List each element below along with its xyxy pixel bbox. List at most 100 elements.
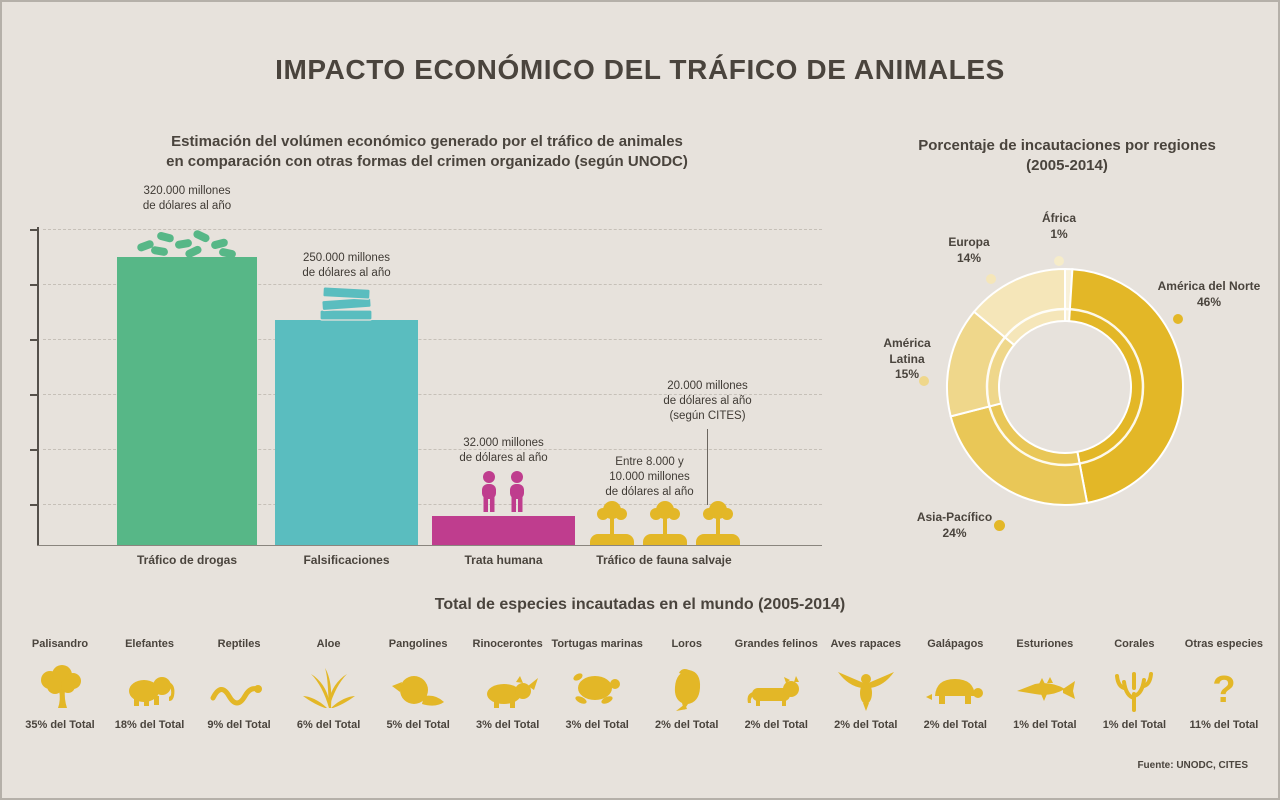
- species-name: Aves rapaces: [830, 638, 902, 650]
- donut-dot-América del Norte: [1173, 314, 1183, 324]
- wildlife-trafficking-bar: [696, 534, 740, 545]
- donut-inner-ring: [985, 307, 1145, 467]
- annotation-line: 10.000 millones: [609, 470, 690, 483]
- species-name: Palisandro: [31, 638, 89, 650]
- species-name: Esturiones: [1016, 638, 1074, 650]
- source-note: Fuente: UNODC, CITES: [1137, 760, 1248, 771]
- donut-dot-Europa: [986, 274, 996, 284]
- species-icon-wrap: [297, 658, 361, 712]
- donut-label-América del Norte: América del Norte 46%: [1150, 279, 1268, 310]
- species-name: Rinocerontes: [472, 638, 543, 650]
- donut-segment-Europa: [972, 267, 1066, 347]
- gridline: [43, 339, 822, 340]
- gridline: [43, 284, 822, 285]
- species-icon-wrap: [207, 658, 271, 712]
- bar-chart-title-line1: Estimación del volúmen económico generad…: [171, 133, 683, 150]
- species-name: Pangolines: [388, 638, 448, 650]
- tortoise-icon: [926, 679, 984, 704]
- bar-category-label: Falsificaciones: [303, 553, 390, 567]
- species-icon-wrap: [1013, 658, 1077, 712]
- annotation-line: 32.000 millones: [463, 437, 544, 449]
- annotation-line: de dólares al año: [459, 451, 548, 464]
- bar-annotation: 320.000 millones de dólares al año: [117, 184, 257, 214]
- bar-chart-title-line2: en comparación con otras formas del crim…: [166, 153, 688, 171]
- species-icon-wrap: [22, 658, 98, 712]
- species-item-snake: Reptiles 9% del Total: [195, 638, 283, 731]
- species-percentage: 1% del Total: [1102, 719, 1167, 731]
- species-icon-wrap: [655, 658, 719, 712]
- question-icon: ?: [1212, 669, 1235, 711]
- aloe-icon: [302, 668, 355, 708]
- annotation-line: de dólares al año: [302, 266, 391, 279]
- bar-people: [432, 516, 575, 545]
- bar-chart-title: Estimación del volúmen económico generad…: [92, 132, 762, 173]
- sturgeon-icon: [1016, 677, 1075, 701]
- species-item-sturgeon: Esturiones 1% del Total: [1001, 638, 1089, 731]
- annotation-line: 320.000 millones: [143, 185, 231, 197]
- species-icon-wrap: ?: [1192, 658, 1256, 712]
- species-name: Corales: [1114, 638, 1155, 650]
- bar-annotation: 250.000 millones de dólares al año: [275, 251, 418, 281]
- species-percentage: 2% del Total: [744, 719, 808, 731]
- species-percentage: 18% del Total: [114, 719, 185, 731]
- species-percentage: 11% del Total: [1189, 719, 1259, 731]
- region-pct: 1%: [1050, 226, 1068, 241]
- annotation-line: de dólares al año: [663, 394, 752, 407]
- bar-category-label: Tráfico de fauna salvaje: [596, 553, 732, 567]
- small-tree-icon: [650, 501, 680, 534]
- annotation-line: de dólares al año: [142, 199, 232, 212]
- people-icon: [482, 471, 524, 512]
- gridline: [43, 229, 822, 230]
- gridline: [43, 394, 822, 395]
- annotation-line: 20.000 millones: [667, 380, 748, 392]
- donut-label-Europa: Europa 14%: [935, 235, 1003, 266]
- region-pct: 14%: [956, 250, 982, 265]
- species-name: Loros: [671, 638, 702, 650]
- species-percentage: 6% del Total: [296, 719, 361, 731]
- page-title: IMPACTO ECONÓMICO DEL TRÁFICO DE ANIMALE…: [275, 54, 1005, 85]
- species-name: Galápagos: [927, 638, 984, 650]
- species-icon-wrap: [565, 658, 629, 712]
- donut-dot-Asia-Pacífico: [993, 519, 1005, 531]
- species-percentage: 2% del Total: [655, 719, 719, 731]
- bar-pills: [117, 257, 257, 545]
- species-row: Palisandro 35% del Total Elefantes 18% del …: [16, 638, 1268, 731]
- annotation-line: de dólares al año: [605, 485, 694, 498]
- region-name: África: [1041, 211, 1076, 225]
- annotation-line: (según CITES): [669, 409, 746, 422]
- bar-category-label: Tráfico de drogas: [136, 553, 238, 567]
- region-name: América del Norte: [1157, 279, 1261, 293]
- species-name: Grandes felinos: [734, 638, 818, 650]
- species-icon-wrap: [923, 658, 987, 712]
- species-section-title: Total de especies incautadas en el mundo…: [434, 596, 846, 613]
- species-item-elephant: Elefantes 18% del Total: [106, 638, 194, 731]
- species-percentage: 9% del Total: [207, 719, 271, 731]
- species-percentage: 2% del Total: [923, 719, 987, 731]
- species-icon-wrap: [744, 658, 808, 712]
- bar-chart-x-axis: [37, 545, 822, 546]
- species-item-rhino: Rinocerontes 3% del Total: [464, 638, 552, 731]
- species-percentage: 3% del Total: [475, 719, 540, 731]
- region-name: América: [883, 336, 931, 350]
- annotation-line: 250.000 millones: [303, 252, 390, 264]
- species-percentage: 35% del Total: [25, 719, 95, 731]
- region-name: Latina: [889, 351, 925, 366]
- bar-chart-plot: [30, 227, 822, 546]
- species-item-tortoise: Galápagos 2% del Total: [911, 638, 999, 731]
- species-icon-wrap: [118, 658, 182, 712]
- gridline: [43, 449, 822, 450]
- region-pct: 46%: [1196, 294, 1222, 309]
- region-name: Europa: [948, 235, 990, 249]
- species-percentage: 2% del Total: [834, 719, 898, 731]
- donut-label-Asia-Pacífico: Asia-Pacífico 24%: [907, 510, 1002, 541]
- donut-label-América Latina: América Latina 15%: [871, 336, 943, 383]
- bar-annotation: 32.000 millones de dólares al año: [432, 436, 575, 466]
- species-item-raptor: Aves rapaces 2% del Total: [822, 638, 910, 731]
- species-item-turtle: Tortugas marinas 3% del Total: [551, 638, 643, 731]
- rhino-icon: [486, 676, 538, 708]
- species-item-question: Otras especies? 11% del Total: [1180, 638, 1268, 731]
- species-name: Reptiles: [217, 638, 261, 650]
- species-item-aloe: Aloe 6% del Total: [285, 638, 373, 731]
- species-icon-wrap: [1102, 658, 1166, 712]
- coral-icon: [1115, 672, 1154, 712]
